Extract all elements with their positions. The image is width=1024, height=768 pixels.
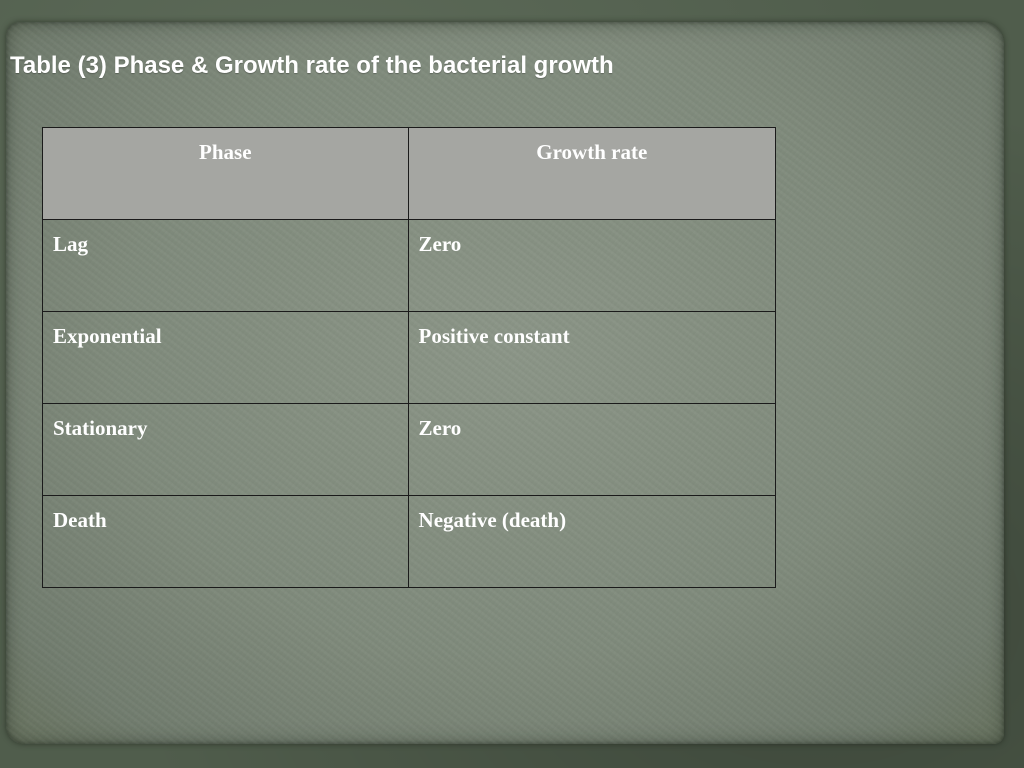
table-row: Exponential Positive constant — [42, 311, 777, 404]
growth-rate-cell: Zero — [407, 403, 777, 496]
table-row: Lag Zero — [42, 219, 777, 312]
table-row: Stationary Zero — [42, 403, 777, 496]
growth-rate-table: Phase Growth rate Lag Zero Exponential P… — [42, 127, 777, 588]
table-header-row: Phase Growth rate — [42, 127, 777, 220]
growth-rate-cell: Negative (death) — [407, 495, 777, 588]
phase-cell: Stationary — [42, 403, 409, 496]
column-header-phase: Phase — [42, 127, 409, 220]
slide-title: Table (3) Phase & Growth rate of the bac… — [10, 52, 614, 79]
column-header-growth-rate: Growth rate — [407, 127, 777, 220]
phase-cell: Death — [42, 495, 409, 588]
growth-rate-cell: Zero — [407, 219, 777, 312]
growth-rate-cell: Positive constant — [407, 311, 777, 404]
table-row: Death Negative (death) — [42, 495, 777, 588]
phase-cell: Exponential — [42, 311, 409, 404]
phase-cell: Lag — [42, 219, 409, 312]
